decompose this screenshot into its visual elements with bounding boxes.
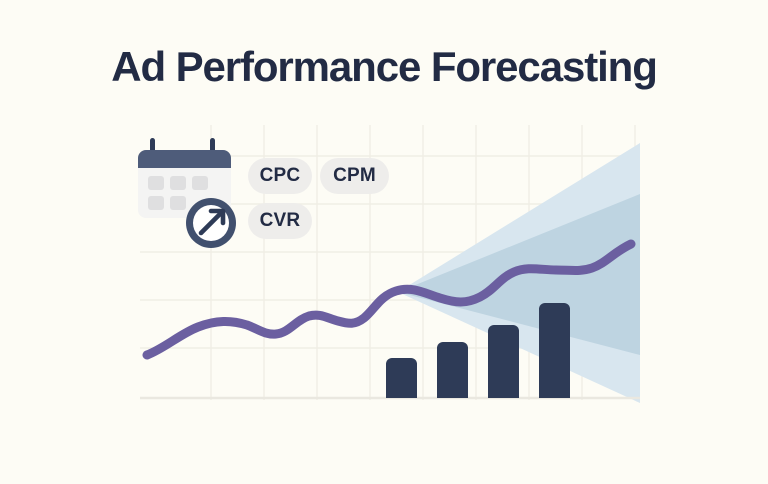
bar-p4: [539, 303, 570, 398]
metric-pill-cpc[interactable]: CPC: [248, 158, 312, 194]
metric-pill-cvr[interactable]: CVR: [248, 203, 312, 239]
bar-p3: [488, 325, 519, 398]
calendar-icon: [138, 138, 231, 218]
trend-line: [142, 239, 636, 360]
metric-pill-cpm[interactable]: CPM: [320, 158, 389, 194]
page-title: Ad Performance Forecasting: [111, 43, 658, 90]
trend-arrow-up-right-icon: [186, 198, 236, 248]
bar-p2: [437, 342, 468, 398]
forecast-bars: [386, 303, 570, 398]
bar-p1: [386, 358, 417, 398]
